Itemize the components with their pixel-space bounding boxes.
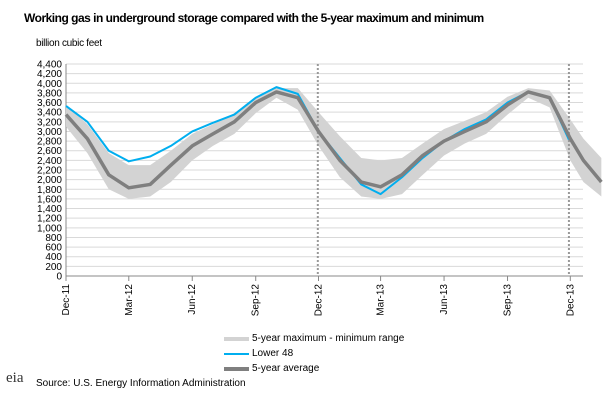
y-tick-label: 3,800 [37,88,62,99]
y-tick-label: 400 [45,252,62,263]
x-tick-label: Dec-11 [61,284,72,316]
x-tick-label: Dec-13 [565,284,576,317]
y-tick-label: 1,600 [37,194,62,205]
eia-logo: eia [6,370,24,386]
legend-swatch-average [224,366,249,371]
legend-label: 5-year average [252,363,320,374]
x-tick-label: Sep-12 [251,284,262,317]
y-axis-label: billion cubic feet [36,38,102,49]
y-tick-label: 0 [56,272,62,283]
x-tick-label: Dec-12 [313,284,324,317]
legend-swatch-lower48 [224,352,249,355]
x-tick-label: Mar-12 [124,284,135,316]
y-tick-label: 2,400 [37,156,62,167]
x-tick-label: Jun-13 [439,284,450,315]
y-tick-label: 1,800 [37,185,62,196]
x-tick-label: Sep-13 [503,284,514,317]
y-tick-label: 4,400 [37,60,62,71]
y-tick-label: 3,200 [37,117,62,128]
legend-swatch-range [224,336,249,341]
legend-item-lower48: Lower 48 [224,348,293,359]
y-tick-label: 2,200 [37,166,62,177]
y-tick-label: 3,000 [37,127,62,138]
chart-title: Working gas in underground storage compa… [24,11,484,25]
y-tick-label: 600 [45,243,62,254]
legend-label: 5-year maximum - minimum range [252,333,405,344]
y-tick-label: 4,000 [37,79,62,90]
legend-label: Lower 48 [252,348,294,359]
y-tick-label: 1,400 [37,204,62,215]
x-tick-label: Mar-13 [376,284,387,316]
y-tick-label: 3,600 [37,98,62,109]
legend-item-average: 5-year average [224,363,319,374]
series-line-5-year-average [64,90,603,190]
range-band [66,88,602,199]
x-tick-label: Jun-12 [187,284,198,315]
y-tick-label: 1,000 [37,223,62,234]
y-tick-label: 200 [45,262,62,273]
y-tick-label: 1,200 [37,214,62,225]
y-tick-label: 800 [45,233,62,244]
y-tick-label: 4,200 [37,69,62,80]
y-tick-label: 2,000 [37,175,62,186]
source-note: Source: U.S. Energy Information Administ… [36,378,246,389]
y-tick-label: 2,800 [37,137,62,148]
legend-item-range: 5-year maximum - minimum range [224,333,404,344]
y-tick-label: 2,600 [37,146,62,157]
y-tick-label: 3,400 [37,108,62,119]
